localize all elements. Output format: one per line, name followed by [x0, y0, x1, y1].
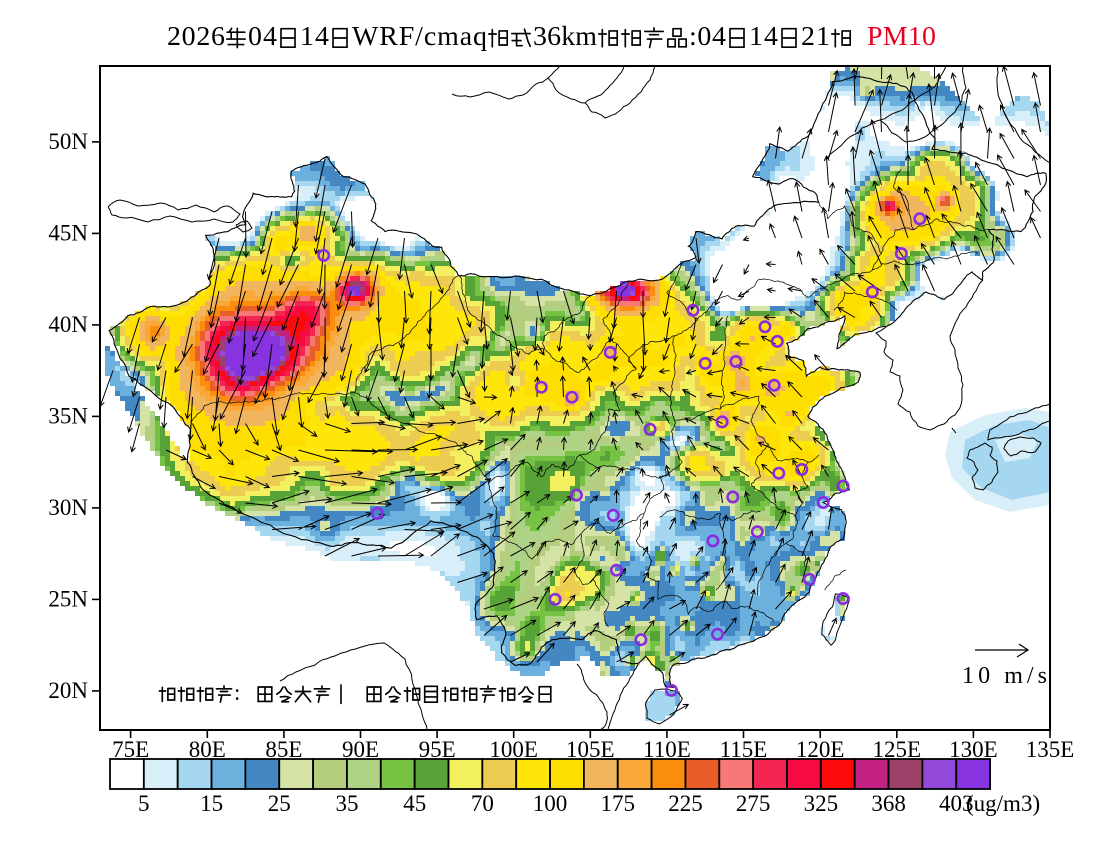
svg-text:(ug/m3): (ug/m3)	[966, 791, 1040, 816]
svg-text:275: 275	[736, 791, 771, 816]
svg-text:325: 325	[804, 791, 839, 816]
svg-text:120E: 120E	[796, 737, 845, 762]
svg-text:45N: 45N	[48, 220, 88, 245]
svg-text:80E: 80E	[189, 737, 226, 762]
svg-text:100: 100	[533, 791, 568, 816]
svg-text:40N: 40N	[48, 312, 88, 337]
svg-text:25: 25	[268, 791, 291, 816]
svg-text:04: 04	[248, 21, 277, 52]
svg-text:5: 5	[138, 791, 150, 816]
svg-text:20N: 20N	[48, 678, 88, 703]
svg-text:45: 45	[403, 791, 426, 816]
svg-text:85E: 85E	[265, 737, 302, 762]
svg-text:95E: 95E	[419, 737, 456, 762]
svg-text:105E: 105E	[566, 737, 615, 762]
svg-text::04: :04	[689, 21, 726, 52]
svg-text:368: 368	[871, 791, 906, 816]
svg-text:225: 225	[668, 791, 703, 816]
svg-text:75E: 75E	[112, 737, 149, 762]
svg-text:14: 14	[749, 21, 778, 52]
svg-text:50N: 50N	[48, 129, 88, 154]
svg-text:2026: 2026	[167, 21, 225, 52]
svg-text:30N: 30N	[48, 495, 88, 520]
svg-text:14: 14	[300, 21, 329, 52]
svg-text:35N: 35N	[48, 403, 88, 428]
svg-text:90E: 90E	[342, 737, 379, 762]
svg-text:36km: 36km	[533, 21, 597, 52]
svg-text:70: 70	[471, 791, 494, 816]
svg-text:130E: 130E	[949, 737, 998, 762]
svg-text:110E: 110E	[643, 737, 691, 762]
svg-text:135E: 135E	[1026, 737, 1075, 762]
svg-text:35: 35	[336, 791, 359, 816]
svg-text:125E: 125E	[873, 737, 922, 762]
svg-text:25N: 25N	[48, 586, 88, 611]
svg-text:15: 15	[200, 791, 223, 816]
svg-text:100E: 100E	[489, 737, 538, 762]
svg-text:175: 175	[601, 791, 636, 816]
svg-text::: :	[234, 680, 240, 705]
svg-text:WRF/cmaq: WRF/cmaq	[352, 21, 487, 52]
svg-text:PM10: PM10	[867, 21, 936, 52]
svg-text:21: 21	[801, 21, 830, 52]
svg-text:403: 403	[939, 791, 974, 816]
svg-text:115E: 115E	[720, 737, 768, 762]
